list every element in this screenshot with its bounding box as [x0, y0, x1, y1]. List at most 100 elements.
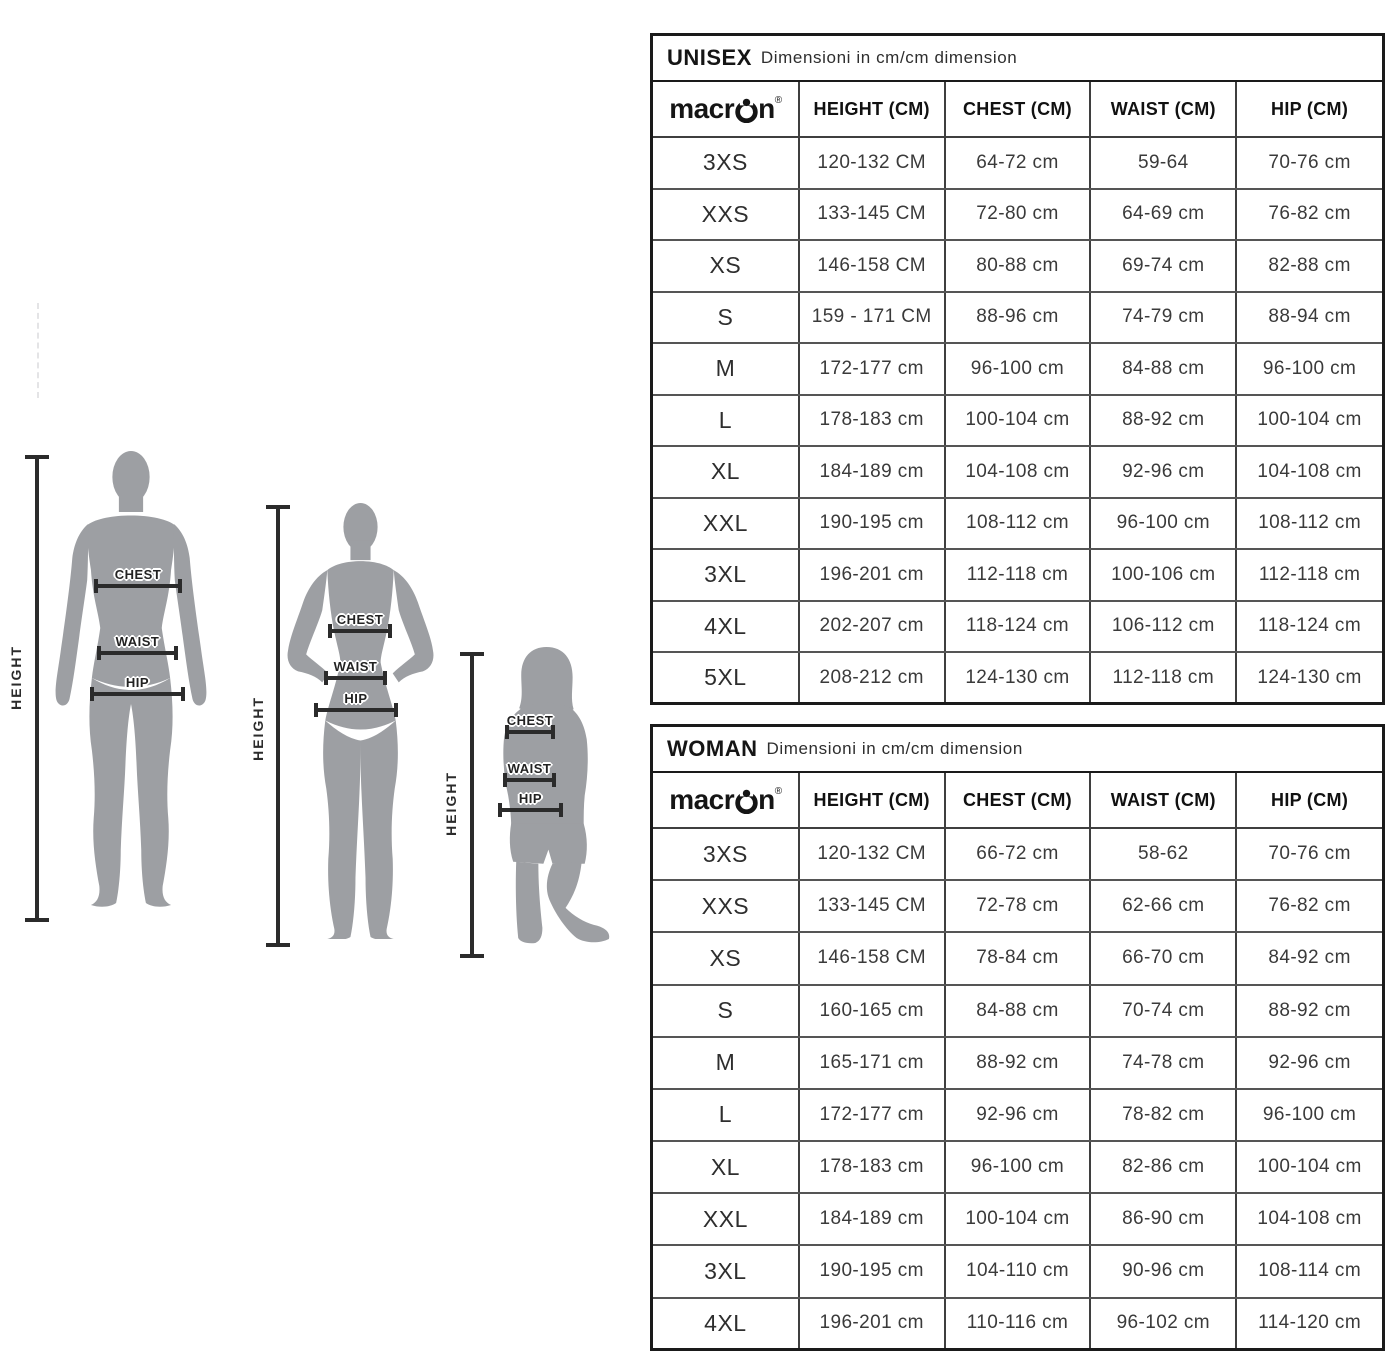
woman-hip-measure: HIP [314, 690, 398, 717]
height-value-cell: 196-201 cm [798, 1297, 946, 1348]
table-title: WOMAN [667, 736, 758, 761]
chest-value-cell: 64-72 cm [944, 137, 1092, 190]
hip-value-cell: 104-108 cm [1236, 1193, 1382, 1247]
height-value-cell: 172-177 cm [798, 343, 946, 396]
waist-measure-line [97, 646, 178, 660]
hip-measure-label: HIP [518, 791, 543, 806]
size-label-cell: XXS [653, 188, 800, 242]
table-row: XXS 133-145 CM 72-80 cm 64-69 cm 76-82 cm [653, 188, 1382, 242]
woman-waist-measure: WAIST [324, 658, 387, 685]
chest-value-cell: 66-72 cm [944, 828, 1092, 882]
hip-value-cell: 70-76 cm [1236, 137, 1382, 190]
height-value-cell: 184-189 cm [798, 446, 946, 499]
column-header-height: HEIGHT (CM) [798, 82, 946, 138]
registered-mark: ® [774, 786, 782, 797]
waist-value-cell: 86-90 cm [1090, 1193, 1238, 1247]
hip-value-cell: 76-82 cm [1236, 880, 1382, 934]
table-row: XL 178-183 cm 96-100 cm 82-86 cm 100-104 cm [653, 1141, 1382, 1195]
size-label-cell: 5XL [653, 652, 800, 702]
size-label-cell: S [653, 984, 800, 1038]
woman-figure [281, 502, 440, 939]
waist-value-cell: 84-88 cm [1090, 343, 1238, 396]
height-value-cell: 196-201 cm [798, 549, 946, 602]
hip-value-cell: 96-100 cm [1236, 1088, 1382, 1143]
size-label-cell: XXL [653, 497, 800, 551]
table-subtitle: Dimensioni in cm/cm dimension [760, 48, 1018, 67]
waist-value-cell: 88-92 cm [1090, 394, 1238, 448]
waist-measure-line [503, 773, 556, 787]
hip-value-cell: 88-94 cm [1236, 291, 1382, 345]
table-row: 4XL 196-201 cm 110-116 cm 96-102 cm 114-120 … [653, 1297, 1382, 1348]
height-value-cell: 146-158 CM [798, 932, 946, 986]
chest-value-cell: 118-124 cm [944, 600, 1092, 654]
hip-value-cell: 82-88 cm [1236, 240, 1382, 293]
hip-measure-line [90, 687, 185, 701]
man-height-label: HEIGHT [8, 645, 24, 710]
table-row: XS 146-158 CM 80-88 cm 69-74 cm 82-88 cm [653, 240, 1382, 293]
size-label-cell: 3XL [653, 549, 800, 602]
chest-value-cell: 78-84 cm [944, 932, 1092, 986]
waist-measure-line [324, 671, 387, 685]
chest-measure-label: CHEST [336, 612, 384, 627]
waist-value-cell: 112-118 cm [1090, 652, 1238, 702]
man-hip-measure: HIP [90, 674, 185, 701]
table-row: XXL 190-195 cm 108-112 cm 96-100 cm 108-112 … [653, 497, 1382, 551]
size-label-cell: 4XL [653, 1297, 800, 1348]
hip-value-cell: 104-108 cm [1236, 446, 1382, 499]
macron-logo-o-icon [735, 789, 758, 814]
column-header-height: HEIGHT (CM) [798, 773, 946, 829]
column-header-row: macr n ® HEIGHT (CM) CHEST (CM [653, 82, 1382, 138]
macron-logo-text-left: macr [669, 93, 735, 124]
table-row: XL 184-189 cm 104-108 cm 92-96 cm 104-108 cm [653, 446, 1382, 499]
waist-value-cell: 74-79 cm [1090, 291, 1238, 345]
waist-measure-label: WAIST [333, 659, 378, 674]
chest-value-cell: 92-96 cm [944, 1088, 1092, 1143]
height-value-cell: 133-145 CM [798, 880, 946, 934]
size-label-cell: L [653, 394, 800, 448]
waist-value-cell: 92-96 cm [1090, 446, 1238, 499]
table-row: 5XL 208-212 cm 124-130 cm 112-118 cm 124-130… [653, 652, 1382, 702]
hip-value-cell: 114-120 cm [1258, 1312, 1362, 1334]
table-title: UNISEX [667, 45, 752, 70]
chest-measure-line [328, 624, 392, 638]
woman-height-label: HEIGHT [250, 696, 266, 761]
waist-value-cell: 96-102 cm [1090, 1297, 1238, 1348]
registered-mark: ® [774, 95, 782, 106]
table-row: XS 146-158 CM 78-84 cm 66-70 cm 84-92 cm [653, 932, 1382, 986]
hip-value-cell: 76-82 cm [1236, 188, 1382, 242]
table-row: M 172-177 cm 96-100 cm 84-88 cm 96-100 cm [653, 343, 1382, 396]
table-row: 3XL 196-201 cm 112-118 cm 100-106 cm 112-118… [653, 549, 1382, 602]
child-waist-measure: WAIST [503, 760, 556, 787]
waist-value-cell: 78-82 cm [1090, 1088, 1238, 1143]
size-label-cell: XXS [653, 880, 800, 934]
height-value-cell: 208-212 cm [798, 652, 946, 702]
column-header-hip: HIP (CM) [1236, 773, 1382, 829]
height-value-cell: 120-132 CM [798, 828, 946, 882]
waist-value-cell: 62-66 cm [1090, 880, 1238, 934]
waist-value-cell: 106-112 cm [1090, 600, 1238, 654]
chest-value-cell: 110-116 cm [944, 1297, 1092, 1348]
height-value-cell: 190-195 cm [798, 1245, 946, 1299]
waist-value-cell: 66-70 cm [1090, 932, 1238, 986]
woman-silhouette [287, 503, 434, 939]
macron-logo-text-left: macr [669, 784, 735, 815]
child-height-label: HEIGHT [443, 771, 459, 836]
chest-value-cell: 80-88 cm [944, 240, 1092, 293]
chest-value-cell: 84-88 cm [944, 984, 1092, 1038]
size-label-cell: XL [653, 1141, 800, 1195]
column-header-waist: WAIST (CM) [1090, 773, 1238, 829]
waist-value-cell: 100-106 cm [1090, 549, 1238, 602]
waist-value-cell: 96-100 cm [1090, 497, 1238, 551]
table-row: 3XS 120-132 CM 64-72 cm 59-64 70-76 cm [653, 137, 1382, 190]
chest-value-cell: 104-110 cm [944, 1245, 1092, 1299]
size-label-cell: L [653, 1088, 800, 1143]
hip-value-cell: 92-96 cm [1236, 1036, 1382, 1090]
chest-value-cell: 72-80 cm [944, 188, 1092, 242]
waist-value-cell: 90-96 cm [1090, 1245, 1238, 1299]
size-label-cell: M [653, 343, 800, 396]
height-value-cell: 172-177 cm [798, 1088, 946, 1143]
macron-logo-text-right: n [758, 93, 775, 124]
column-header-waist: WAIST (CM) [1090, 82, 1238, 138]
hip-value-cell: 118-124 cm [1236, 600, 1382, 654]
chest-value-cell: 96-100 cm [944, 343, 1092, 396]
